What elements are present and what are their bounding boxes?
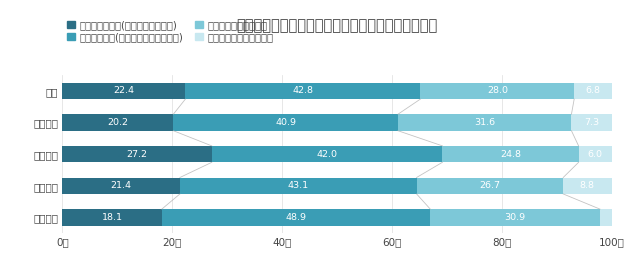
Text: 48.9: 48.9 — [286, 213, 306, 222]
Bar — [162, 209, 431, 226]
Bar — [578, 146, 612, 162]
Text: 8.8: 8.8 — [580, 181, 595, 190]
Bar — [62, 177, 180, 194]
Bar — [62, 209, 162, 226]
Text: 28.0: 28.0 — [487, 86, 508, 95]
Bar — [563, 177, 612, 194]
Bar — [62, 114, 173, 131]
Text: 18.1: 18.1 — [102, 213, 122, 222]
Bar — [185, 83, 421, 99]
Bar — [431, 209, 600, 226]
Text: 24.8: 24.8 — [500, 150, 521, 159]
Bar — [600, 209, 612, 226]
Bar — [574, 83, 612, 99]
Bar — [180, 177, 417, 194]
Bar — [62, 83, 185, 99]
Text: 22.4: 22.4 — [114, 86, 134, 95]
Bar — [442, 146, 578, 162]
Text: 21.4: 21.4 — [110, 181, 132, 190]
Bar — [173, 114, 398, 131]
Text: 42.8: 42.8 — [293, 86, 313, 95]
Bar — [417, 177, 563, 194]
Text: 30.9: 30.9 — [505, 213, 525, 222]
Text: 42.0: 42.0 — [316, 150, 338, 159]
Text: 43.1: 43.1 — [288, 181, 309, 190]
Text: 26.7: 26.7 — [479, 181, 500, 190]
Bar — [62, 146, 212, 162]
Title: 企業の社会貢献度の高さによる就職志望度への影響: 企業の社会貢献度の高さによる就職志望度への影響 — [236, 18, 437, 34]
Text: 40.9: 40.9 — [275, 118, 296, 127]
Text: 27.2: 27.2 — [127, 150, 148, 159]
Bar — [421, 83, 574, 99]
Bar — [398, 114, 572, 131]
Text: 31.6: 31.6 — [474, 118, 495, 127]
Text: 7.3: 7.3 — [584, 118, 599, 127]
Text: 6.8: 6.8 — [585, 86, 600, 95]
Bar — [572, 114, 612, 131]
Bar — [212, 146, 442, 162]
Legend: とても影響した(志望度が上がった), やや影響した(志望度がやや上がった), あまり影響しなかった, まったく影響しなかった: とても影響した(志望度が上がった), やや影響した(志望度がやや上がった), あ… — [67, 20, 273, 42]
Text: 20.2: 20.2 — [107, 118, 129, 127]
Text: 6.0: 6.0 — [588, 150, 603, 159]
